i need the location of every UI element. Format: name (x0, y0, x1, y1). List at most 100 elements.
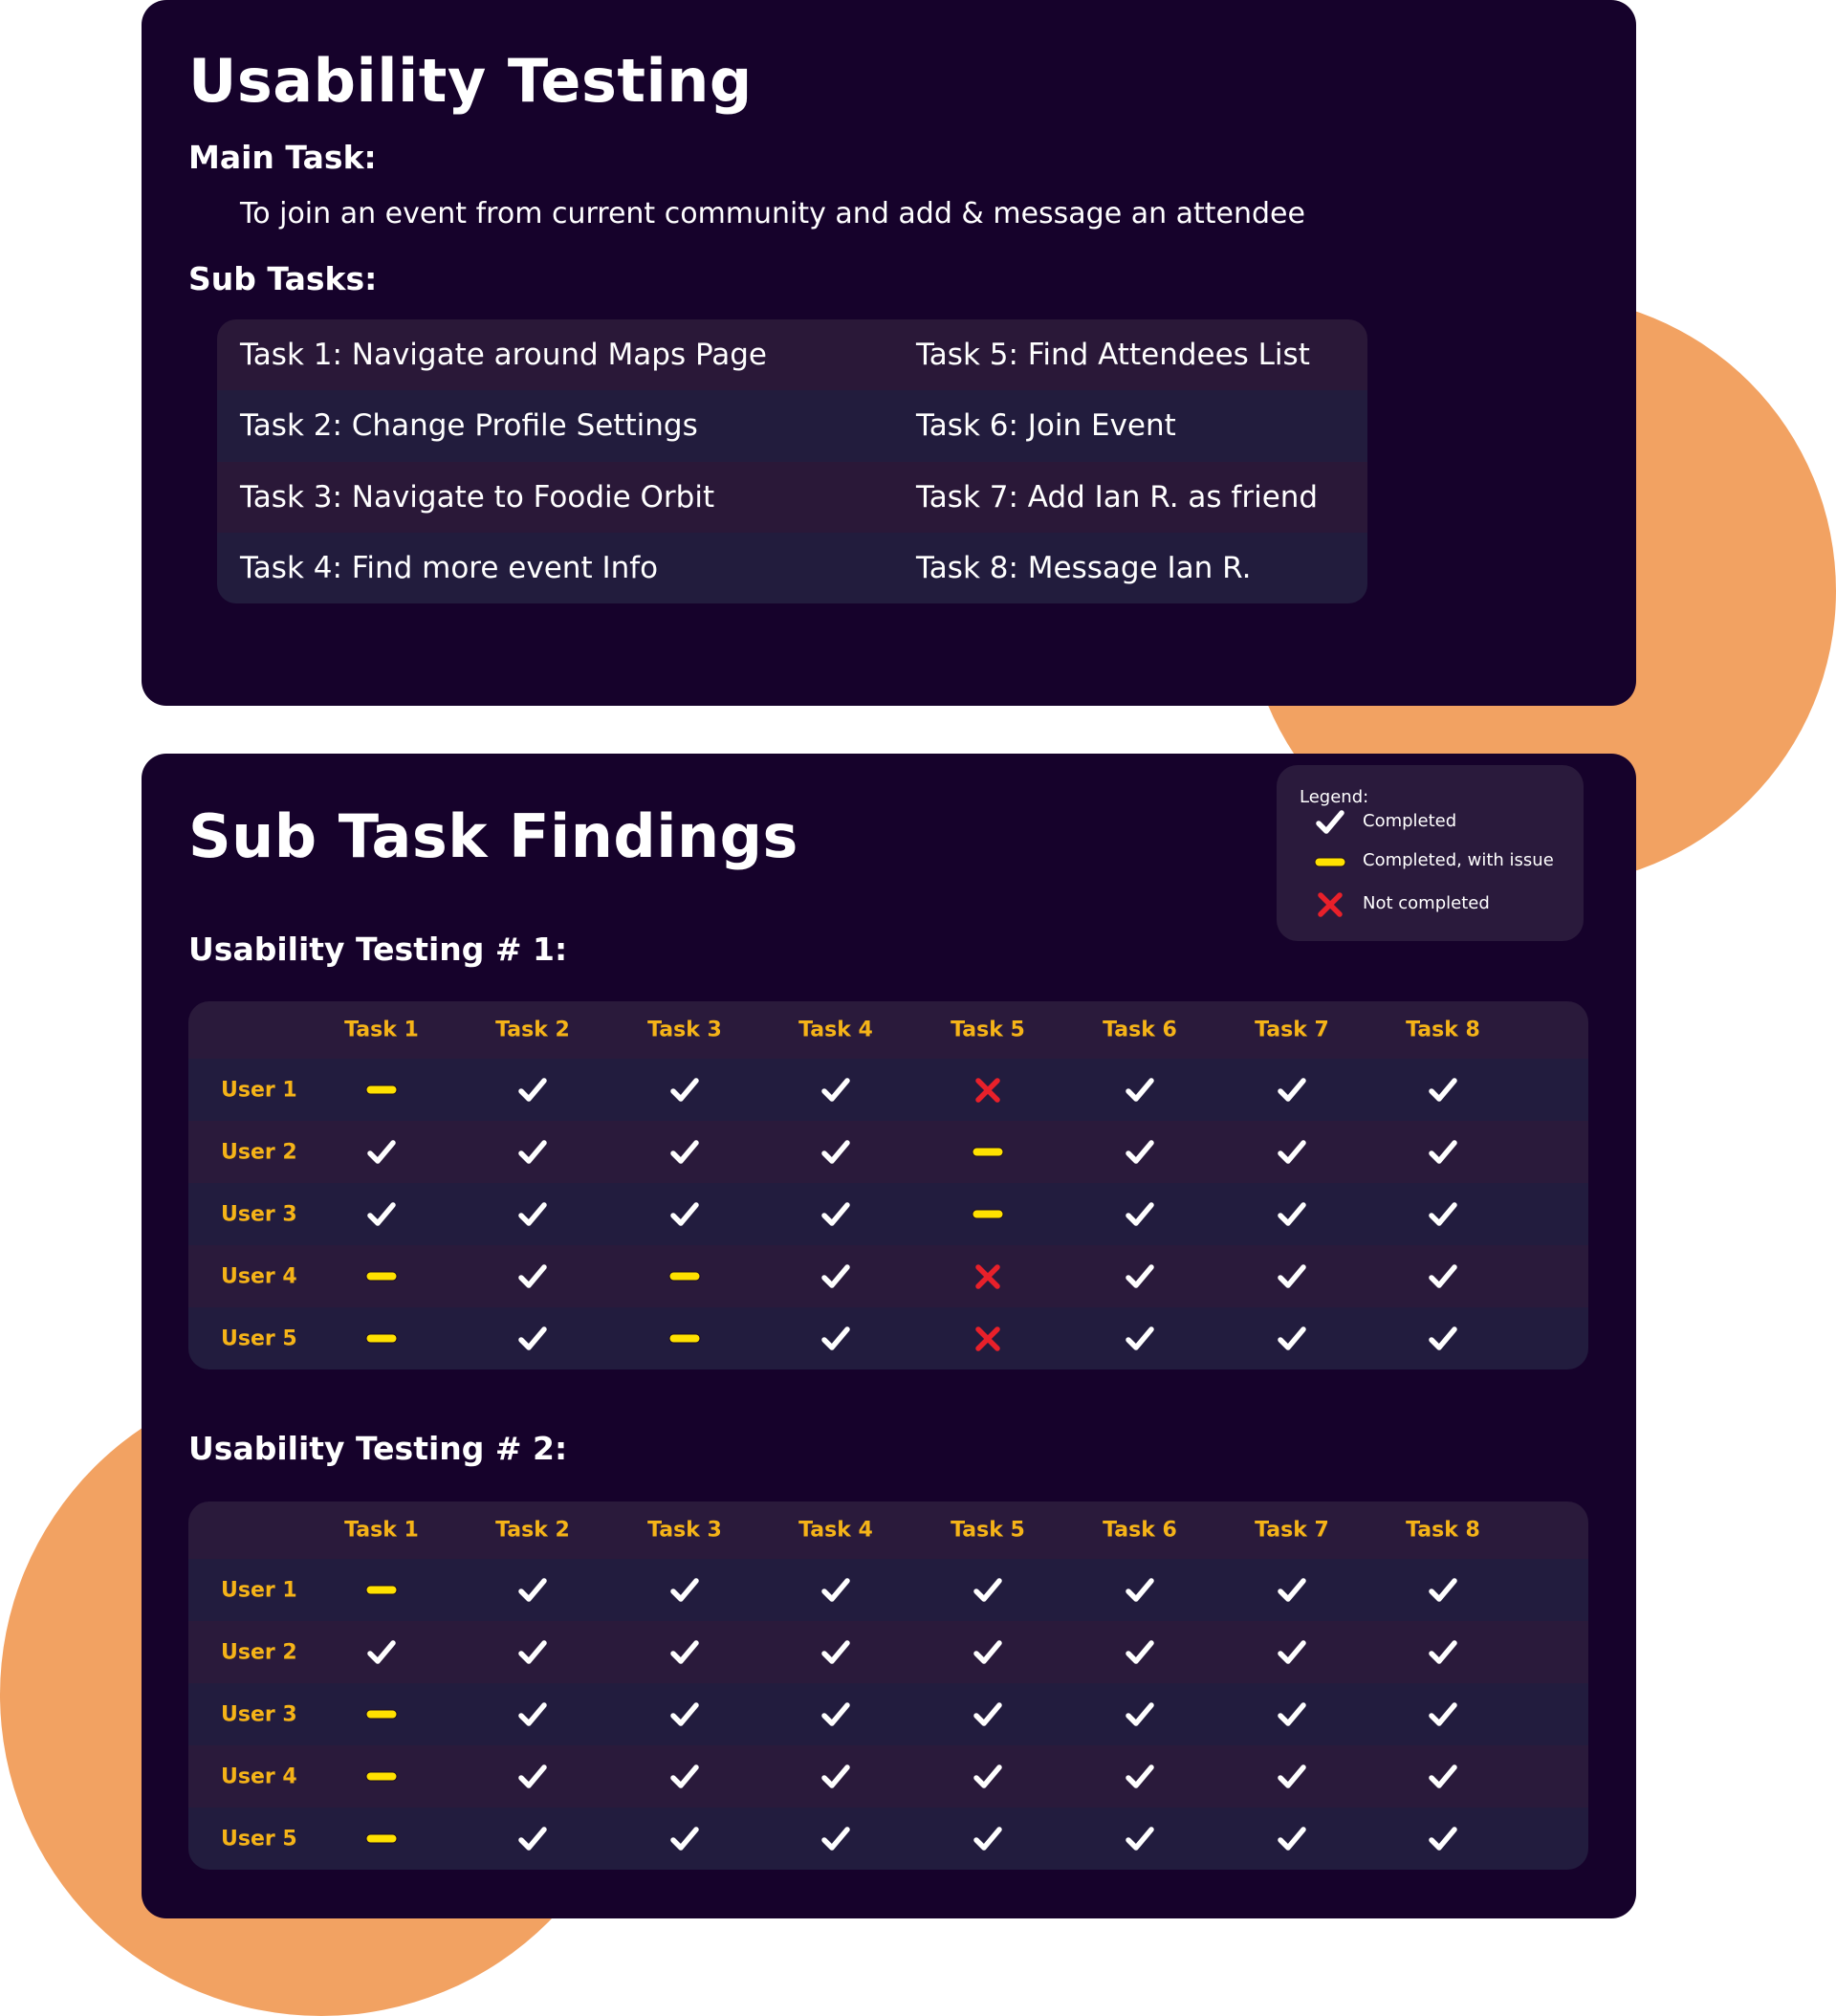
x-icon (969, 1071, 1007, 1109)
x-icon (969, 1258, 1007, 1296)
check-icon (514, 1696, 552, 1734)
sub-task-row: Task 3: Navigate to Foodie Orbit Task 7: … (217, 461, 1367, 533)
check-icon (666, 1758, 704, 1796)
sub-tasks-list: Task 1: Navigate around Maps Page Task 5:… (217, 319, 1367, 603)
sub-tasks-label: Sub Tasks: (188, 260, 378, 297)
dash-icon (969, 1133, 1007, 1172)
table-row: User 5 (188, 1808, 1588, 1870)
sub-task-item: Task 4: Find more event Info (240, 550, 659, 585)
check-icon (514, 1820, 552, 1858)
table-row: User 5 (188, 1307, 1588, 1370)
check-icon (1273, 1820, 1311, 1858)
check-icon (817, 1258, 855, 1296)
user-label: User 4 (221, 1764, 297, 1788)
page-title: Usability Testing (188, 46, 753, 116)
check-icon (817, 1320, 855, 1358)
check-icon (514, 1758, 552, 1796)
dash-icon (362, 1071, 401, 1109)
column-header: Task 8 (1406, 1518, 1480, 1543)
main-task-text: To join an event from current community … (240, 197, 1305, 230)
check-icon (1424, 1820, 1462, 1858)
legend-label: Completed, with issue (1363, 850, 1554, 870)
user-label: User 5 (221, 1827, 297, 1851)
check-icon (666, 1195, 704, 1234)
check-icon (1424, 1258, 1462, 1296)
check-icon (1424, 1696, 1462, 1734)
column-header: Task 6 (1103, 1018, 1177, 1042)
table-row: User 3 (188, 1183, 1588, 1245)
check-icon (514, 1633, 552, 1672)
column-header: Task 7 (1255, 1518, 1329, 1543)
column-header: Task 3 (647, 1018, 722, 1042)
table-row: User 1 (188, 1559, 1588, 1621)
check-icon (666, 1071, 704, 1109)
test-1-title: Usability Testing # 1: (188, 931, 568, 968)
table-row: User 4 (188, 1745, 1588, 1808)
column-header: Task 5 (951, 1018, 1025, 1042)
column-header: Task 3 (647, 1518, 722, 1543)
sub-task-item: Task 8: Message Ian R. (916, 550, 1252, 585)
check-icon (1424, 1195, 1462, 1234)
findings-title: Sub Task Findings (188, 801, 798, 871)
check-icon (1121, 1696, 1159, 1734)
dash-icon (969, 1195, 1007, 1234)
column-header: Task 5 (951, 1518, 1025, 1543)
user-label: User 2 (221, 1640, 297, 1664)
table-row: User 2 (188, 1121, 1588, 1183)
check-icon (817, 1758, 855, 1796)
table-row: User 2 (188, 1621, 1588, 1683)
test-2-title: Usability Testing # 2: (188, 1430, 568, 1467)
sub-task-item: Task 5: Find Attendees List (916, 338, 1310, 373)
check-icon (1273, 1696, 1311, 1734)
sub-task-row: Task 2: Change Profile Settings Task 6: J… (217, 390, 1367, 462)
check-icon (514, 1133, 552, 1172)
check-icon (666, 1633, 704, 1672)
sub-task-item: Task 2: Change Profile Settings (240, 408, 698, 444)
check-icon (1424, 1320, 1462, 1358)
check-icon (1424, 1071, 1462, 1109)
user-label: User 4 (221, 1264, 297, 1288)
column-header: Task 1 (344, 1018, 419, 1042)
check-icon (1273, 1571, 1311, 1610)
table-row: User 1 (188, 1059, 1588, 1121)
check-icon (362, 1133, 401, 1172)
check-icon (514, 1571, 552, 1610)
check-icon (666, 1696, 704, 1734)
sub-task-item: Task 1: Navigate around Maps Page (240, 338, 768, 373)
column-header: Task 1 (344, 1518, 419, 1543)
check-icon (1121, 1133, 1159, 1172)
column-header: Task 6 (1103, 1518, 1177, 1543)
sub-task-item: Task 7: Add Ian R. as friend (916, 479, 1319, 515)
check-icon (969, 1571, 1007, 1610)
check-icon (1273, 1133, 1311, 1172)
check-icon (666, 1571, 704, 1610)
check-icon (1424, 1571, 1462, 1610)
column-header: Task 2 (495, 1018, 570, 1042)
check-icon (1121, 1320, 1159, 1358)
check-icon (1121, 1071, 1159, 1109)
table-row: User 4 (188, 1245, 1588, 1307)
check-icon (1273, 1258, 1311, 1296)
dash-icon (1313, 848, 1347, 877)
table-header-row: Task 1 Task 2 Task 3 Task 4 Task 5 Task 6 Task… (188, 1001, 1588, 1059)
check-icon (817, 1633, 855, 1672)
check-icon (362, 1633, 401, 1672)
findings-card: Sub Task Findings Legend: Completed Comp… (142, 754, 1636, 1918)
dash-icon (362, 1820, 401, 1858)
column-header: Task 8 (1406, 1018, 1480, 1042)
main-task-label: Main Task: (188, 139, 377, 176)
dash-icon (666, 1320, 704, 1358)
column-header: Task 7 (1255, 1018, 1329, 1042)
check-icon (817, 1571, 855, 1610)
check-icon (1121, 1195, 1159, 1234)
check-icon (514, 1071, 552, 1109)
test-2-table: Task 1 Task 2 Task 3 Task 4 Task 5 Task 6 Task… (188, 1501, 1588, 1870)
check-icon (666, 1820, 704, 1858)
dash-icon (362, 1258, 401, 1296)
check-icon (514, 1195, 552, 1234)
check-icon (817, 1820, 855, 1858)
x-icon (1313, 890, 1347, 919)
dash-icon (666, 1258, 704, 1296)
sub-task-item: Task 3: Navigate to Foodie Orbit (240, 479, 715, 515)
dash-icon (362, 1571, 401, 1610)
